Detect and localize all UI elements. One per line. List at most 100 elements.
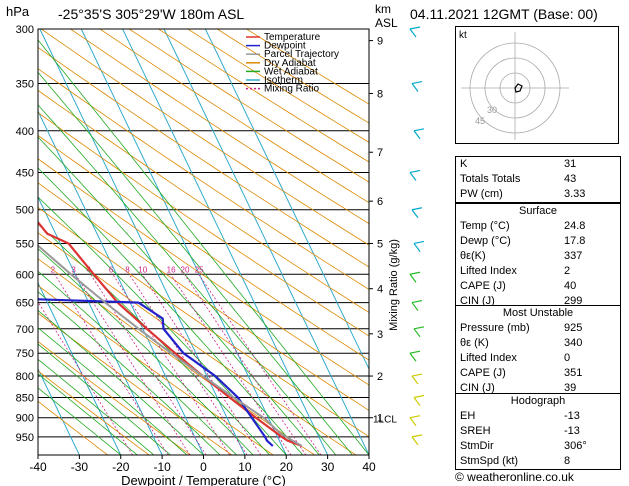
wind-barb-staff xyxy=(413,243,421,252)
row-label: Dewp (°C) xyxy=(460,235,511,247)
wind-barb xyxy=(411,434,423,446)
wet-adiabat xyxy=(38,327,188,455)
wind-barb-staff xyxy=(409,352,417,362)
wind-barb-staff xyxy=(413,397,421,406)
pressure-tick-label: 450 xyxy=(16,167,34,179)
wind-barb xyxy=(411,299,423,311)
mixing-ratio-line xyxy=(198,274,322,455)
row-value: 39 xyxy=(564,382,577,394)
wind-barb xyxy=(409,169,421,181)
legend-label: Mixing Ratio xyxy=(264,84,319,95)
mixing-ratio-line xyxy=(112,274,230,455)
row-label: K xyxy=(460,158,468,170)
hodograph-kt-label: kt xyxy=(459,30,467,41)
mixing-ratio-line xyxy=(54,274,169,455)
dry-adiabat xyxy=(40,29,369,246)
wind-barb-flag xyxy=(413,240,425,245)
mixing-ratio-line xyxy=(184,274,307,455)
dry-adiabat xyxy=(158,29,369,163)
pressure-tick-label: 700 xyxy=(16,324,34,336)
wind-barb-flag xyxy=(411,373,423,377)
km-tick-label: 7 xyxy=(377,147,383,159)
pressure-tick-label: 350 xyxy=(16,79,34,91)
mixing-ratio-label: 8 xyxy=(125,265,130,274)
wet-adiabat xyxy=(38,270,237,455)
table-row: CIN (J) 39 xyxy=(456,381,620,396)
row-label: Lifted Index xyxy=(460,265,517,277)
table-row: StmDir 306° xyxy=(456,439,620,454)
pressure-tick-label: 650 xyxy=(16,298,34,310)
mixing-ratio-label: 10 xyxy=(138,265,147,274)
row-value: 2 xyxy=(564,265,571,277)
wind-barb-staff xyxy=(411,436,419,446)
wet-adiabat xyxy=(38,343,171,455)
wind-barb xyxy=(413,326,425,338)
row-value: 17.8 xyxy=(564,235,586,247)
table-row: SREH -13 xyxy=(456,424,620,439)
wind-barb xyxy=(411,373,423,385)
row-value: 31 xyxy=(564,158,577,170)
wet-adiabat xyxy=(38,373,138,455)
wind-barb-flag xyxy=(409,415,421,419)
pressure-tick-label: 550 xyxy=(16,238,34,250)
wind-barb-flag xyxy=(411,207,423,211)
legend-label: Parcel Trajectory xyxy=(264,49,339,60)
km-tick-label: 5 xyxy=(377,238,383,250)
most-unstable-box: Most Unstable Pressure (mb) 925 θε (K) 340 L… xyxy=(455,305,621,397)
dry-adiabat xyxy=(99,29,369,204)
row-label: CAPE (J) xyxy=(460,280,506,292)
row-value: 3.33 xyxy=(564,188,586,200)
row-label: CIN (J) xyxy=(460,382,495,394)
km-label: km xyxy=(375,2,391,16)
wind-barb xyxy=(413,128,425,140)
surface-box: Surface Temp (°C) 24.8 Dewp (°C) 17.8 θε(K) 3… xyxy=(455,203,621,310)
pressure-tick-label: 900 xyxy=(16,413,34,425)
km-tick-label: 8 xyxy=(377,89,383,101)
wind-barb-flag xyxy=(413,394,425,399)
wind-barb-flag xyxy=(411,299,423,304)
wet-adiabat xyxy=(38,136,320,455)
table-row: Totals Totals 43 xyxy=(456,172,620,187)
hodograph-box: Hodograph EH -13 SREH -13 StmDir 306° StmSpd (… xyxy=(455,393,621,470)
wind-barb xyxy=(413,394,425,406)
row-label: Pressure (mb) xyxy=(460,322,530,334)
row-label: θε (K) xyxy=(460,337,489,349)
wind-barb-flag xyxy=(409,350,421,354)
x-tick-label: -30 xyxy=(71,460,89,474)
mixing-ratio-line xyxy=(90,274,207,455)
table-row: EH -13 xyxy=(456,409,620,424)
km-tick-label: 4 xyxy=(377,284,383,296)
asl-label: ASL xyxy=(375,16,398,30)
x-tick-label: 30 xyxy=(321,460,335,474)
legend-label: Dry Adiabat xyxy=(264,58,316,69)
wet-adiabat xyxy=(38,310,204,455)
hodograph-ring-label: 45 xyxy=(475,116,485,126)
x-axis-title: Dewpoint / Temperature (°C) xyxy=(121,473,286,486)
row-label: Lifted Index xyxy=(460,352,517,364)
table-row: Temp (°C) 24.8 xyxy=(456,219,620,234)
wind-barbs xyxy=(409,26,425,446)
wind-barb-flag xyxy=(409,169,421,174)
wind-barb xyxy=(409,26,421,38)
km-tick-label: 6 xyxy=(377,196,383,208)
wind-barb-staff xyxy=(409,172,417,181)
row-label: CIN (J) xyxy=(460,295,495,307)
wet-adiabat xyxy=(38,291,221,455)
row-label: Totals Totals xyxy=(460,173,521,185)
footer-credit[interactable]: © weatheronline.co.uk xyxy=(455,470,574,484)
row-label: StmSpd (kt) xyxy=(460,455,519,467)
datetime-title: 04.11.2021 12GMT (Base: 00) xyxy=(410,6,598,22)
dry-adiabat xyxy=(38,312,233,455)
hodograph-title: Hodograph xyxy=(510,395,566,407)
row-label: Temp (°C) xyxy=(460,220,510,232)
series-dewpoint xyxy=(38,298,274,447)
dry-adiabat xyxy=(70,29,369,225)
dry-adiabat xyxy=(38,341,191,455)
table-row: Pressure (mb) 925 xyxy=(456,321,620,336)
lcl-label: 1LCL xyxy=(373,415,397,426)
pressure-tick-label: 500 xyxy=(16,205,34,217)
mixing-ratio-label: 6 xyxy=(109,265,114,274)
wind-barb xyxy=(411,80,423,92)
km-tick-label: 2 xyxy=(377,371,383,383)
